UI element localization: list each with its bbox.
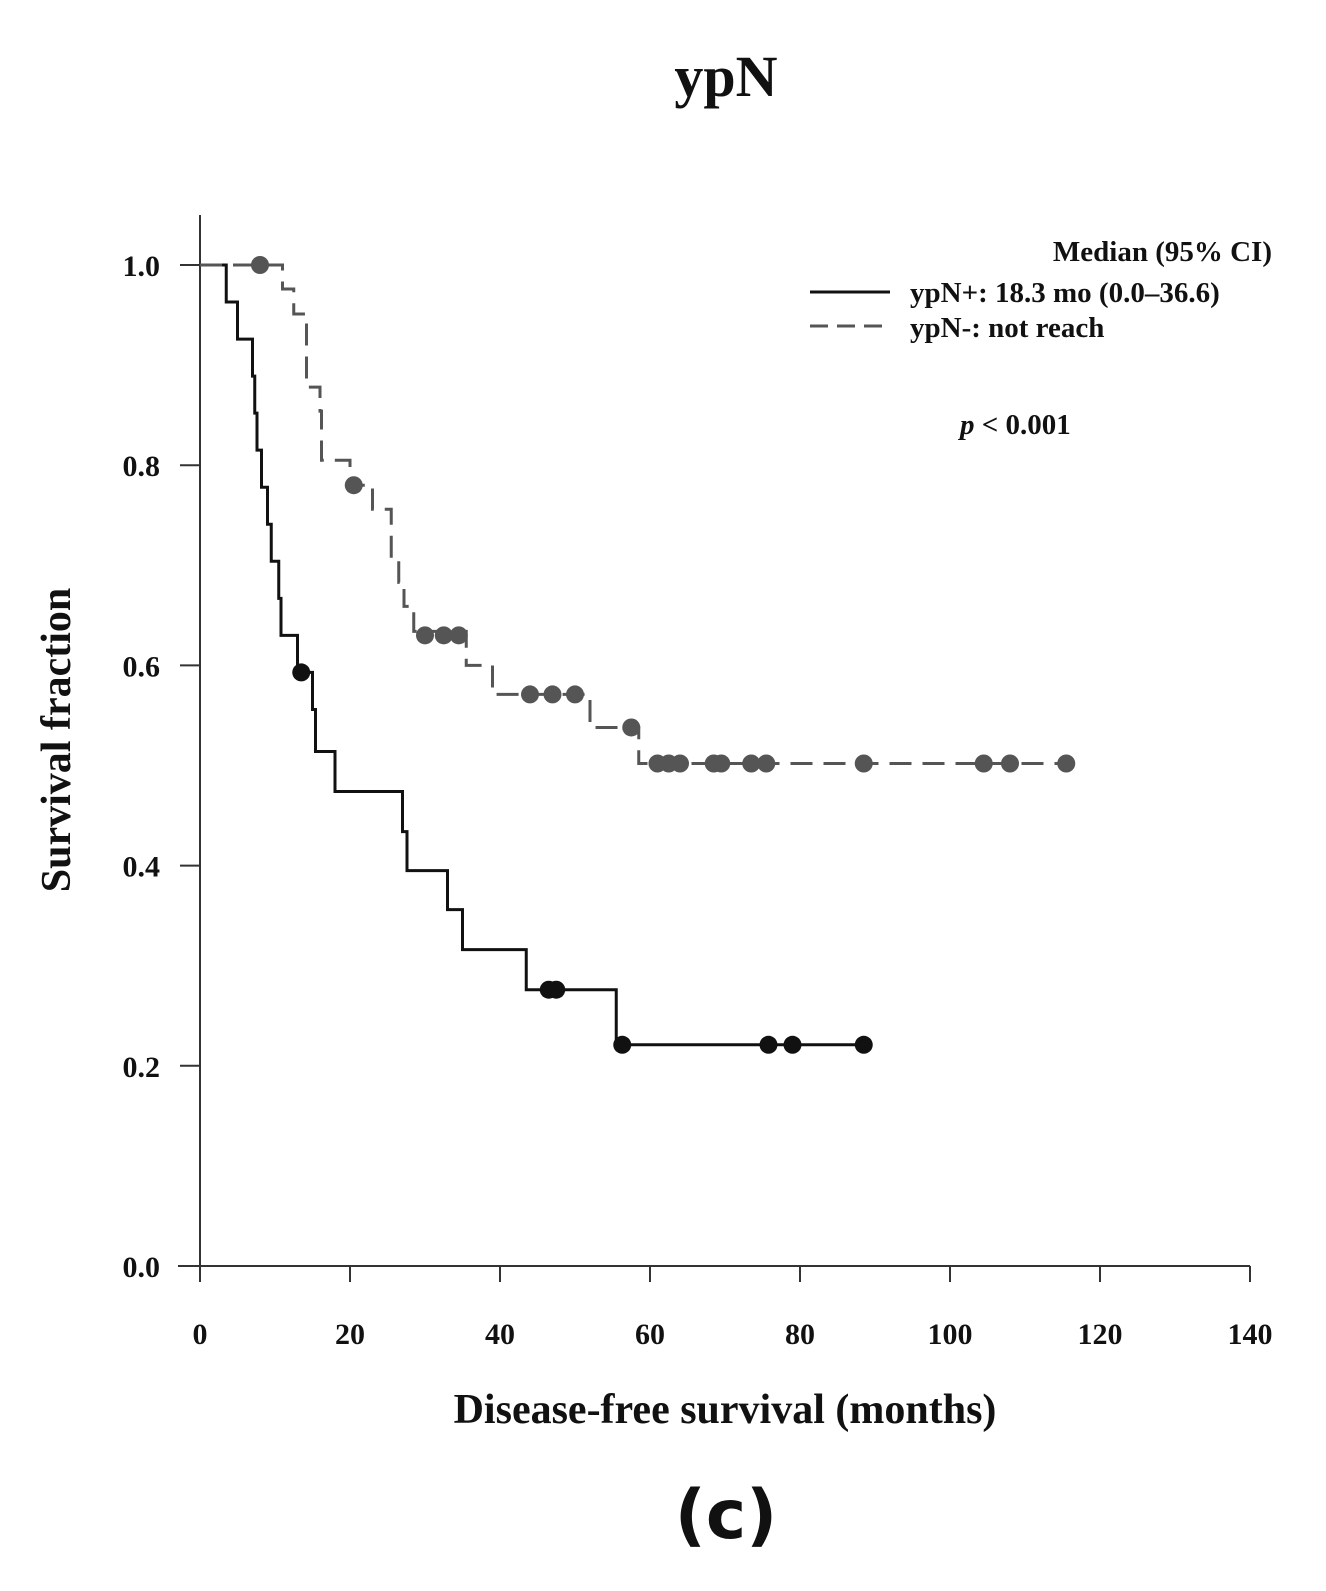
censor-mark-ypn-neg [434,626,453,645]
y-tick-label: 0.0 [123,1251,161,1284]
y-tick-label: 0.4 [123,851,161,884]
panel-label: (c) [675,1476,777,1555]
censor-mark-ypn-neg [974,754,993,773]
x-tick-label: 80 [785,1318,815,1351]
km-curve-ypn-neg [200,263,1067,765]
p-value-symbol: p [957,409,975,441]
y-tick-label: 0.2 [123,1051,161,1084]
x-tick-label: 20 [335,1318,365,1351]
y-tick-label: 0.8 [123,450,161,483]
series-layer [200,256,1076,1054]
chart-title: ypN [674,44,777,109]
censor-mark-ypn-neg [251,256,269,274]
censor-mark-ypn-neg [416,626,434,645]
censor-mark-ypn-neg [622,718,641,737]
y-tick-label: 1.0 [123,250,161,283]
x-axis-ticks: 0 20 40 60 80 100 120 140 [193,1266,1273,1351]
x-tick-label: 100 [928,1318,973,1351]
censor-mark-ypn-pos [759,1035,778,1054]
y-axis-label: Survival fraction [34,588,80,892]
legend-label-ypn-pos: ypN+: 18.3 mo (0.0–36.6) [910,277,1220,309]
x-tick-label: 140 [1228,1318,1273,1351]
censor-mark-ypn-pos [292,663,311,682]
censor-mark-ypn-neg [521,685,539,704]
censor-mark-ypn-neg [1001,754,1019,773]
y-axis-ticks: 0.0 0.2 0.4 0.6 0.8 1.0 [123,250,200,1284]
legend: Median (95% CI) ypN+: 18.3 mo (0.0–36.6)… [810,236,1272,344]
censor-mark-ypn-neg [712,754,731,773]
censor-mark-ypn-neg [742,754,761,773]
censor-mark-ypn-neg [757,754,776,773]
censor-mark-ypn-neg [566,685,584,704]
censor-mark-ypn-neg [671,754,689,773]
x-tick-label: 0 [193,1318,208,1351]
plot-area: 0 20 40 60 80 100 120 140 0.0 0.2 0.4 0.6 0.8 1.0 [123,215,1273,1351]
censor-mark-ypn-neg [543,685,562,704]
y-tick-label: 0.6 [123,650,161,683]
p-value-annotation: p < 0.001 [957,409,1071,441]
x-tick-label: 40 [485,1318,515,1351]
censor-mark-ypn-pos [613,1035,632,1054]
censor-mark-ypn-neg [449,626,468,645]
censor-mark-ypn-neg [1057,754,1076,773]
p-value-text: < 0.001 [975,409,1071,441]
censor-mark-ypn-pos [854,1035,873,1054]
legend-header: Median (95% CI) [1053,236,1272,268]
km-curve-ypn-pos [200,263,864,1047]
x-tick-label: 60 [635,1318,665,1351]
legend-label-ypn-neg: ypN-: not reach [910,312,1104,344]
censor-mark-ypn-neg [344,476,363,495]
censor-mark-ypn-pos [547,980,566,999]
x-axis-label: Disease-free survival (months) [454,1387,997,1433]
x-tick-label: 120 [1078,1318,1123,1351]
censor-mark-ypn-neg [854,754,873,773]
censor-mark-ypn-pos [783,1035,802,1054]
